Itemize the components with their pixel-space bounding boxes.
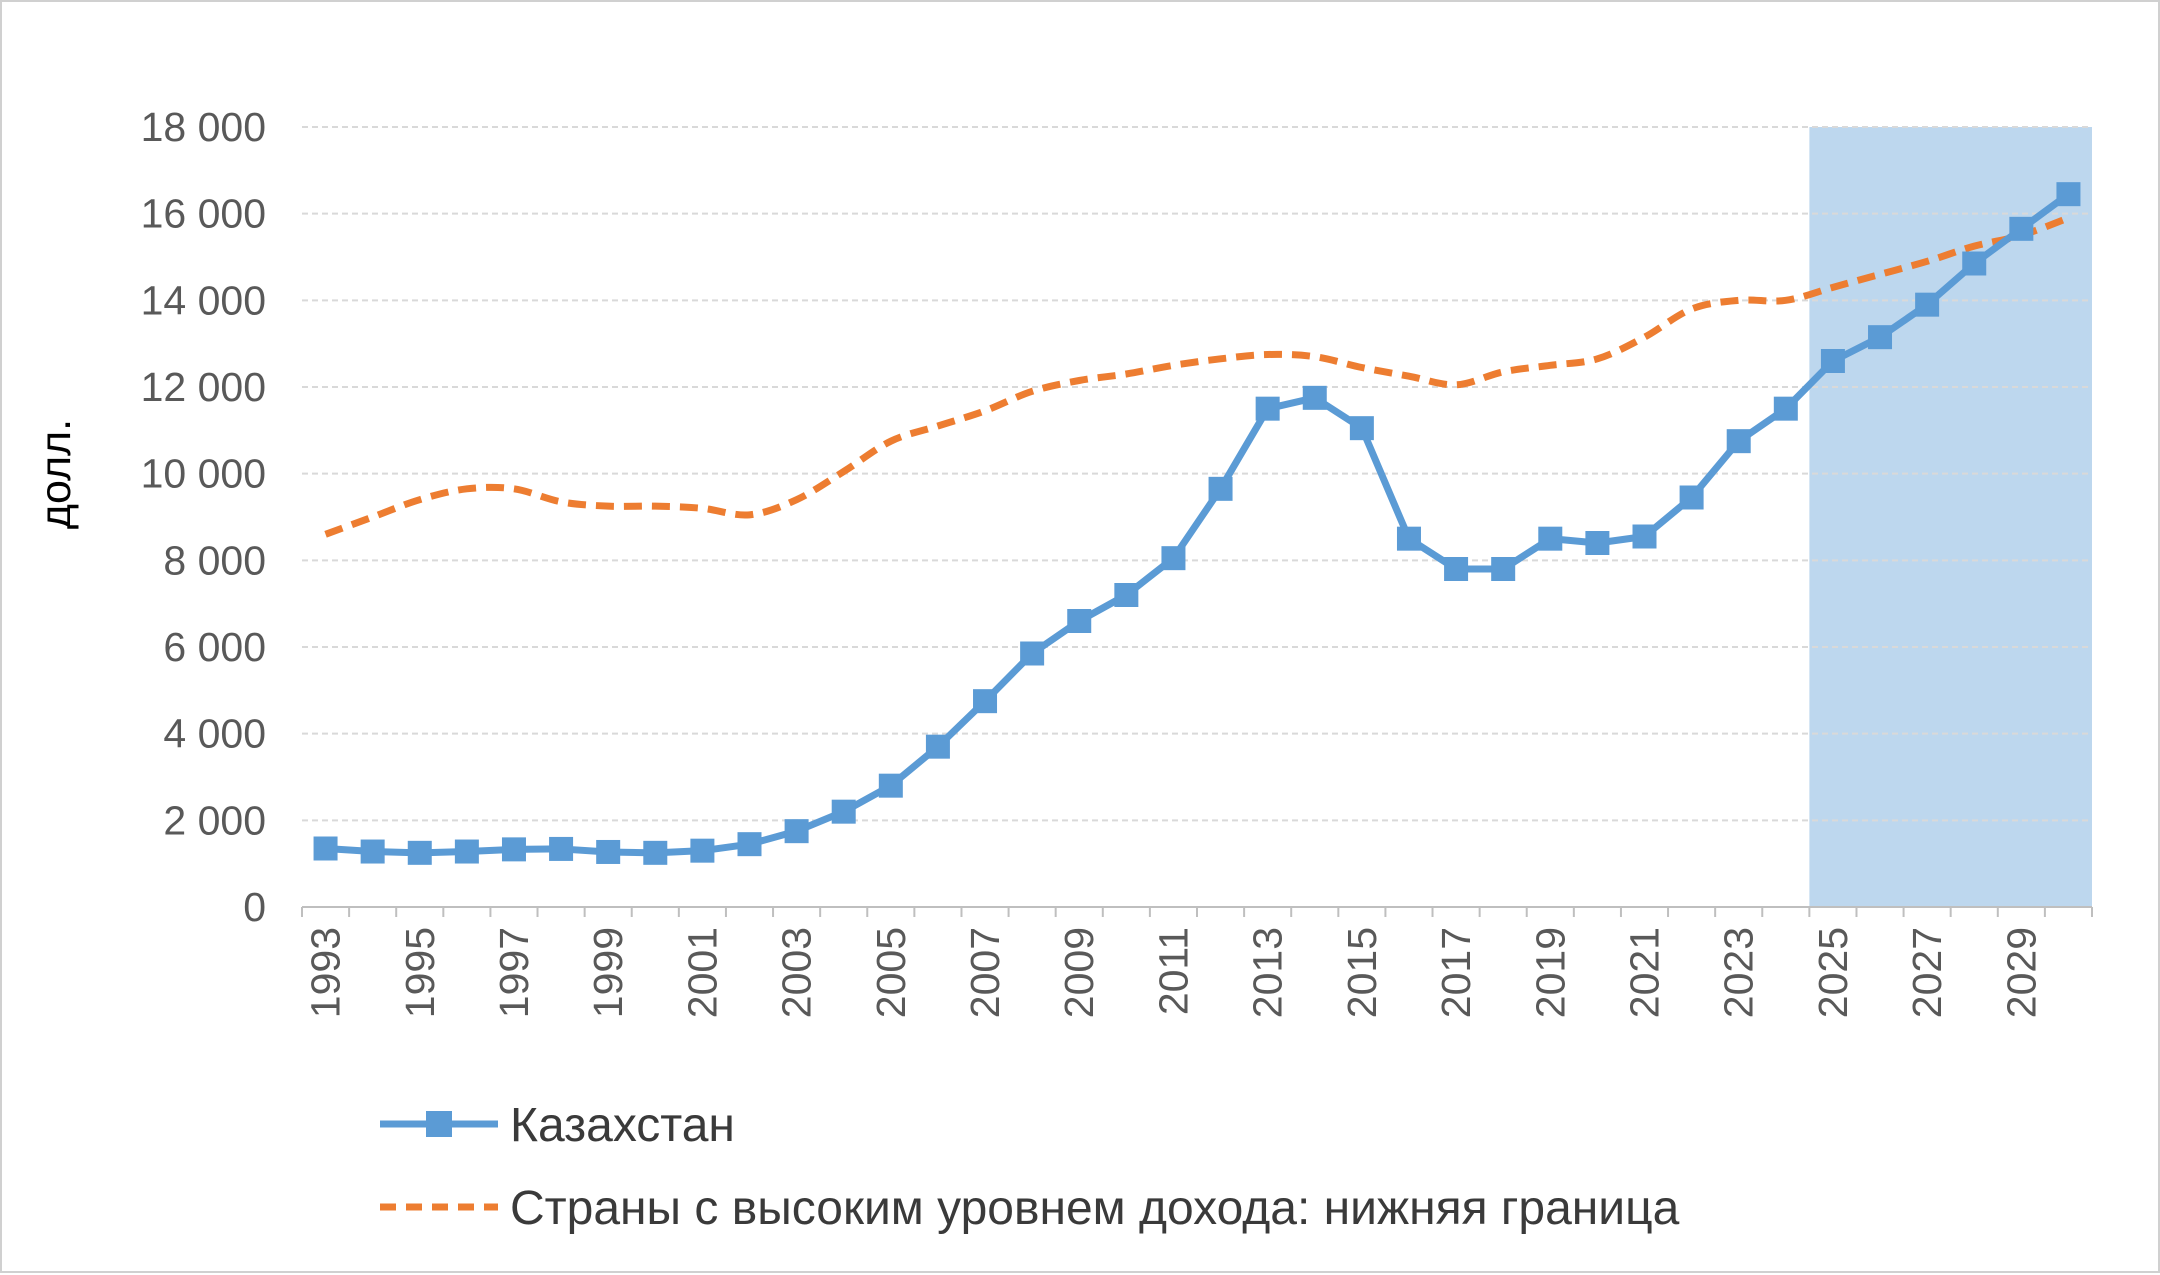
- data-point-kazakhstan: [501, 837, 526, 862]
- y-tick-label: 0: [243, 884, 266, 930]
- data-point-kazakhstan: [1726, 429, 1751, 454]
- data-point-kazakhstan: [878, 773, 903, 798]
- data-point-kazakhstan: [1114, 583, 1139, 607]
- x-tick-label: 2001: [679, 927, 725, 1018]
- data-point-kazakhstan: [1396, 526, 1421, 551]
- x-tick-label: 1999: [585, 927, 631, 1018]
- data-point-kazakhstan: [1962, 251, 1987, 276]
- y-tick-label: 14 000: [141, 277, 266, 323]
- x-tick-label: 2023: [1716, 927, 1762, 1018]
- legend-label-high-income-threshold: Страны с высоким уровнем дохода: нижняя …: [510, 1182, 1680, 1235]
- data-point-kazakhstan: [831, 799, 856, 824]
- x-axis-tick-labels: 1993 1995 1997 1999 2001 2003 2005 2007 2009 2011…: [303, 927, 2045, 1018]
- x-axis: [301, 906, 2093, 917]
- data-point-kazakhstan: [1868, 325, 1893, 350]
- legend-marker-kazakhstan: [426, 1111, 452, 1137]
- data-point-kazakhstan: [1773, 396, 1798, 421]
- legend: Казахстан Страны с высоким уровнем доход…: [380, 1099, 1680, 1235]
- y-tick-label: 8 000: [163, 537, 266, 583]
- x-tick-label: 2013: [1245, 927, 1291, 1018]
- data-point-kazakhstan: [313, 836, 338, 861]
- data-point-kazakhstan: [1538, 526, 1563, 551]
- x-tick-label: 2017: [1433, 927, 1479, 1018]
- series-line-high-income-threshold: [324, 214, 2070, 538]
- data-point-kazakhstan: [784, 819, 809, 844]
- y-axis-title: долл.: [32, 419, 80, 529]
- x-tick-label: 2015: [1339, 927, 1385, 1018]
- legend-item-kazakhstan: Казахстан: [380, 1099, 735, 1152]
- x-tick-label: 2007: [962, 927, 1008, 1018]
- data-point-kazakhstan: [360, 839, 385, 864]
- data-point-kazakhstan: [737, 832, 762, 857]
- data-point-kazakhstan: [925, 734, 950, 759]
- data-point-kazakhstan: [1632, 524, 1657, 549]
- legend-label-kazakhstan: Казахстан: [510, 1099, 735, 1152]
- y-tick-label: 12 000: [141, 364, 266, 410]
- data-point-kazakhstan: [454, 839, 479, 864]
- x-tick-label: 2009: [1056, 927, 1102, 1018]
- y-axis-tick-labels: 0 2 000 4 000 6 000 8 000 10 000 12 000 14 000 1…: [141, 104, 266, 930]
- data-point-kazakhstan: [2056, 182, 2081, 207]
- x-tick-label: 2011: [1150, 927, 1196, 1015]
- data-point-kazakhstan: [1349, 416, 1374, 441]
- data-point-kazakhstan: [1302, 385, 1327, 410]
- x-tick-label: 1995: [397, 927, 443, 1018]
- data-point-kazakhstan: [1444, 557, 1469, 581]
- data-point-kazakhstan: [1255, 396, 1280, 421]
- data-point-kazakhstan: [1161, 546, 1186, 571]
- x-tick-label: 2021: [1622, 927, 1668, 1018]
- data-point-kazakhstan: [1679, 485, 1704, 510]
- x-tick-label: 1993: [303, 927, 349, 1018]
- data-point-kazakhstan: [407, 840, 432, 865]
- x-tick-label: 1997: [491, 927, 537, 1018]
- y-tick-label: 18 000: [141, 104, 266, 150]
- x-tick-label: 2025: [1810, 927, 1856, 1018]
- data-point-kazakhstan: [549, 836, 574, 861]
- data-point-kazakhstan: [1208, 476, 1233, 501]
- y-tick-label: 6 000: [163, 624, 266, 670]
- data-point-kazakhstan: [643, 840, 668, 865]
- data-point-kazakhstan: [1820, 349, 1845, 373]
- x-tick-label: 2027: [1904, 927, 1950, 1018]
- x-tick-label: 2029: [1998, 927, 2044, 1018]
- data-point-kazakhstan: [596, 839, 621, 864]
- data-point-kazakhstan: [690, 838, 715, 863]
- legend-item-high-income-threshold: Страны с высоким уровнем дохода: нижняя …: [380, 1182, 1680, 1235]
- y-tick-label: 4 000: [163, 711, 266, 757]
- data-point-kazakhstan: [1067, 609, 1092, 633]
- x-tick-label: 2005: [868, 927, 914, 1018]
- x-tick-label: 2003: [774, 927, 820, 1018]
- series-layer: [313, 182, 2081, 865]
- data-point-kazakhstan: [2009, 216, 2034, 241]
- data-point-kazakhstan: [1491, 557, 1516, 581]
- data-point-kazakhstan: [1585, 531, 1610, 555]
- y-tick-label: 10 000: [141, 451, 266, 497]
- data-point-kazakhstan: [1020, 641, 1045, 666]
- forecast-shaded-region: [1809, 127, 2092, 907]
- data-point-kazakhstan: [1915, 292, 1940, 317]
- y-tick-label: 16 000: [141, 191, 266, 237]
- y-tick-label: 2 000: [163, 797, 266, 843]
- data-point-kazakhstan: [973, 689, 998, 714]
- x-tick-label: 2019: [1527, 927, 1573, 1018]
